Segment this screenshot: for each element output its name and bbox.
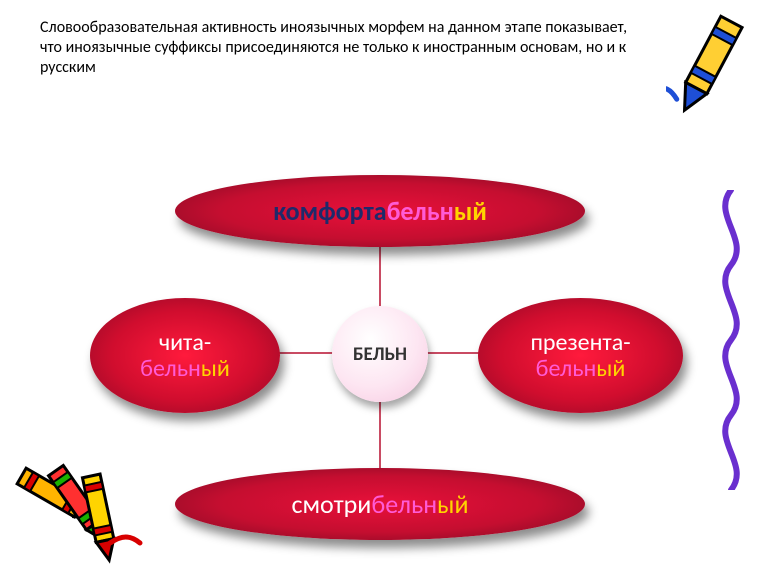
node-bottom: смотрибельный <box>175 468 585 540</box>
node-right-label: презента-бельный <box>530 330 630 380</box>
node-top-label: комфортабельный <box>273 195 487 227</box>
node-right: презента-бельный <box>478 298 683 413</box>
squiggle-icon <box>706 190 756 490</box>
center-label: БЕЛЬН <box>353 343 407 366</box>
red-crayons-icon <box>10 435 145 565</box>
center-node: БЕЛЬН <box>332 306 428 402</box>
node-left-label: чита-бельный <box>140 330 230 380</box>
node-top: комфортабельный <box>175 175 585 247</box>
blue-crayon-icon <box>666 6 751 126</box>
node-left: чита-бельный <box>90 298 280 413</box>
connector-top <box>379 240 381 310</box>
node-bottom-label: смотрибельный <box>291 488 468 520</box>
intro-paragraph: Словообразовательная активность иноязычн… <box>40 18 650 78</box>
